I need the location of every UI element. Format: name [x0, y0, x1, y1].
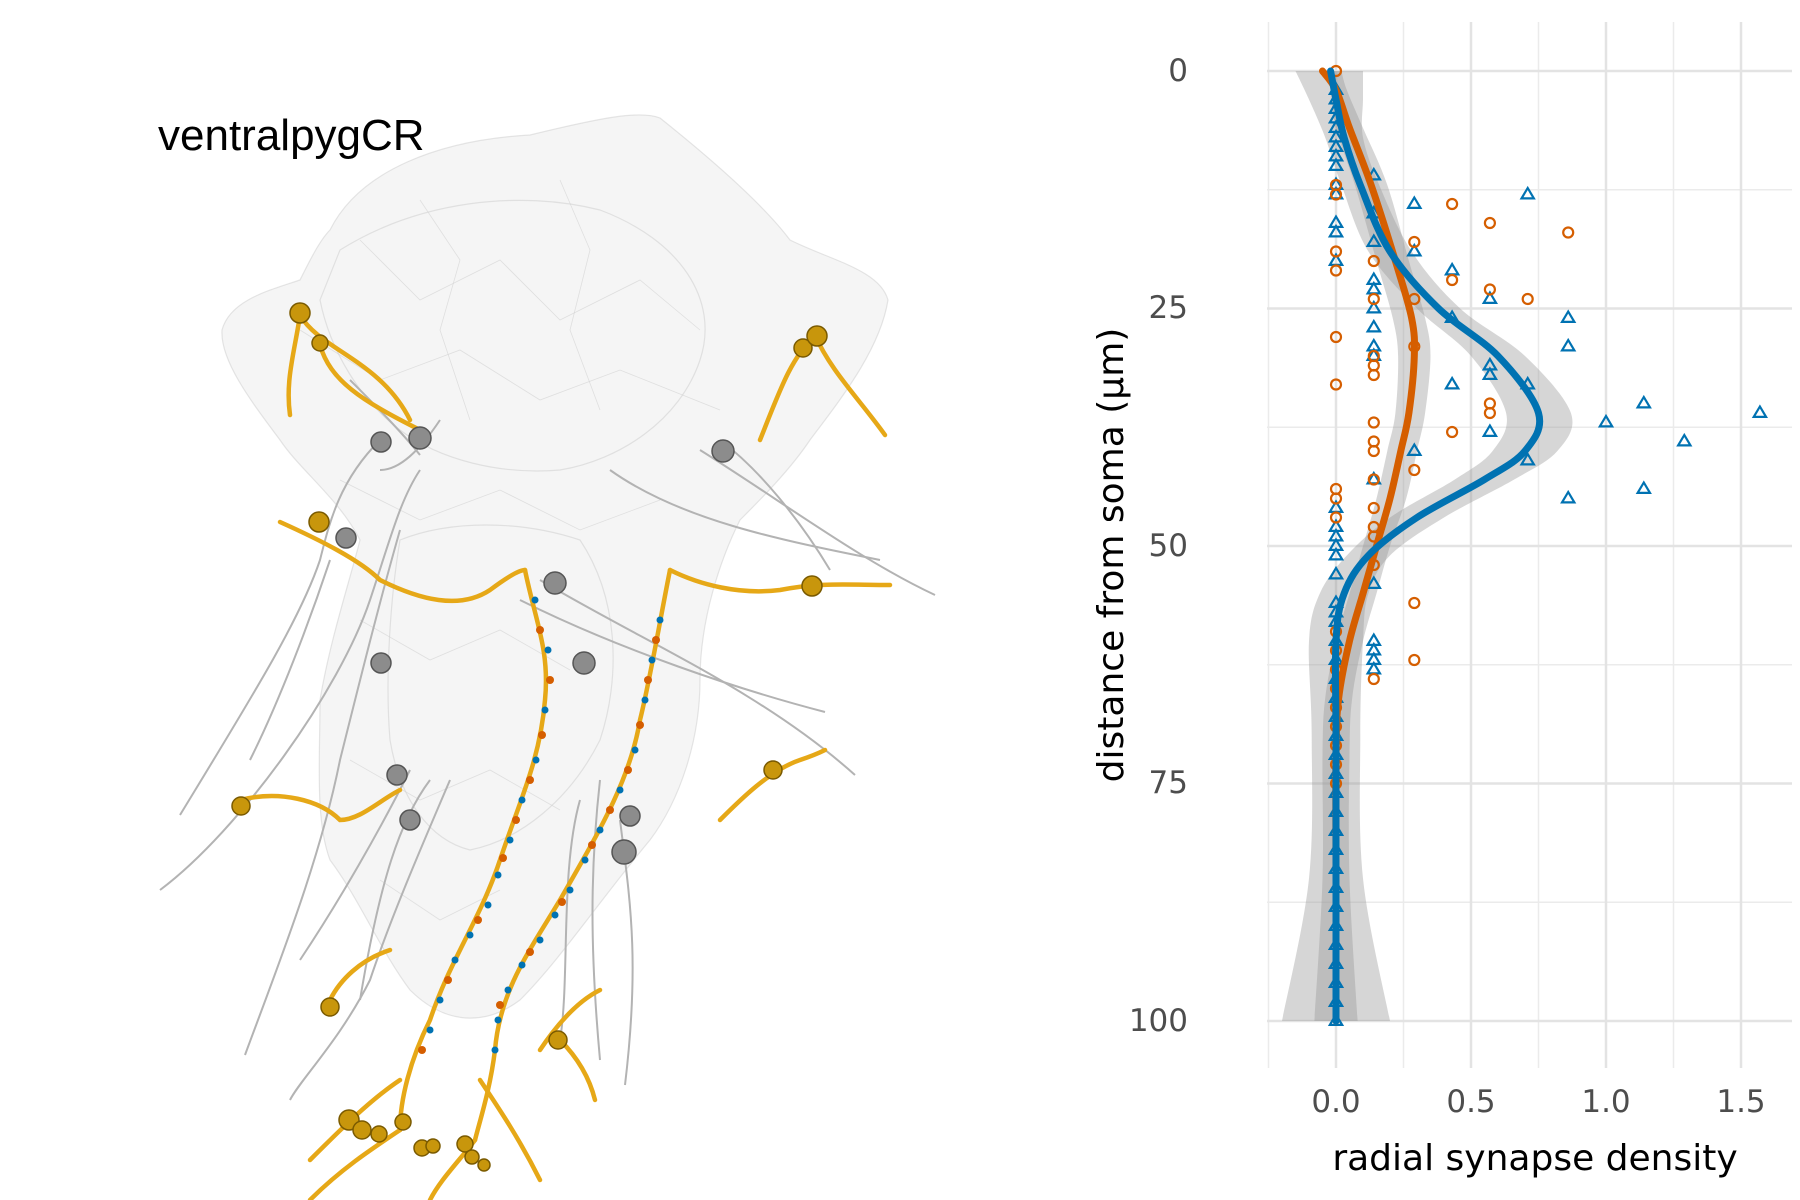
data-point-circle — [1329, 245, 1343, 258]
data-point-triangle — [1560, 489, 1577, 504]
data-point-triangle — [1635, 480, 1652, 494]
sibling-somata — [335, 426, 735, 865]
smooth-lines — [1319, 67, 1544, 1025]
data-point-circle — [1367, 416, 1380, 429]
panel-title: ventralpygCR — [158, 111, 425, 160]
y-tick-label: 75 — [1149, 765, 1188, 801]
data-point-circle — [1408, 463, 1421, 477]
data-point-circle — [1445, 273, 1459, 287]
y-tick-label: 50 — [1149, 528, 1188, 564]
data-point-triangle — [1327, 546, 1345, 561]
y-tick-label: 0 — [1168, 53, 1188, 89]
data-point-triangle — [1365, 575, 1382, 590]
data-point-circle — [1445, 197, 1459, 211]
neuron-render-panel: ventralpygCR — [158, 111, 936, 1200]
data-point-circle — [1329, 378, 1343, 391]
axon-synapses — [418, 596, 664, 1054]
data-point-triangle — [1327, 565, 1345, 580]
data-point-triangle — [1519, 185, 1536, 200]
x-tick-label: 0.0 — [1311, 1084, 1360, 1120]
data-point-circle — [1521, 292, 1534, 306]
ventralpygcr-somata — [231, 302, 828, 1172]
data-point-triangle — [1365, 470, 1382, 485]
data-point-triangle — [1327, 157, 1345, 171]
y-tick-label: 100 — [1129, 1003, 1188, 1039]
data-point-triangle — [1327, 223, 1345, 238]
confidence-bands — [1282, 71, 1573, 1021]
data-point-triangle — [1676, 432, 1693, 447]
x-tick-label: 1.5 — [1716, 1084, 1765, 1120]
data-point-triangle — [1327, 185, 1345, 200]
data-point-triangle — [1635, 394, 1652, 409]
data-point-circle — [1367, 368, 1380, 382]
data-point-triangle — [1597, 413, 1615, 428]
confidence-band — [1314, 71, 1431, 1021]
data-point-circle — [1329, 330, 1343, 344]
data-point-triangle — [1365, 299, 1382, 314]
y-tick-label: 25 — [1149, 290, 1188, 326]
data-point-triangle — [1406, 442, 1423, 456]
data-point-circle — [1367, 292, 1380, 306]
data-point-circle — [1329, 492, 1343, 505]
brain-mesh — [221, 114, 889, 1019]
density-chart: 0 25 50 75 100 0.0 0.5 1.0 1.5 radial sy… — [1091, 22, 1792, 1179]
y-axis-ticks: 0 25 50 75 100 — [1129, 53, 1188, 1039]
x-tick-label: 1.0 — [1581, 1084, 1630, 1120]
data-point-triangle — [1406, 242, 1423, 257]
data-point-triangle — [1365, 233, 1382, 247]
data-point-circle — [1408, 235, 1421, 249]
x-axis-title: radial synapse density — [1332, 1138, 1737, 1179]
data-point-circle — [1367, 501, 1380, 515]
data-point-triangle — [1560, 337, 1577, 352]
data-point-triangle — [1481, 366, 1499, 380]
data-point-triangle — [1443, 375, 1461, 390]
axon-arbors — [237, 312, 893, 1200]
data-point-triangle — [1481, 423, 1499, 437]
x-axis-ticks: 0.0 0.5 1.0 1.5 — [1311, 1084, 1765, 1120]
data-point-circle — [1367, 254, 1380, 268]
data-point-triangle — [1406, 195, 1423, 209]
data-point-circle — [1367, 473, 1380, 486]
data-point-triangle — [1560, 309, 1577, 323]
data-point-triangle — [1751, 404, 1769, 418]
data-point-triangle — [1519, 451, 1536, 466]
x-tick-label: 0.5 — [1446, 1084, 1495, 1120]
y-axis-title: distance from soma (µm) — [1091, 328, 1132, 783]
data-point-circle — [1367, 672, 1380, 686]
sibling-neuron-arbors — [159, 379, 936, 1101]
smooth-line — [1327, 67, 1544, 1025]
data-point-circle — [1329, 511, 1343, 524]
data-point-triangle — [1443, 261, 1461, 276]
data-point-triangle — [1481, 290, 1499, 304]
data-point-circle — [1562, 226, 1575, 239]
confidence-band — [1282, 71, 1573, 1021]
data-point-circle — [1483, 406, 1497, 420]
data-point-circle — [1367, 444, 1380, 458]
data-point-circle — [1483, 283, 1497, 296]
data-point-circle — [1408, 596, 1421, 610]
data-point-circle — [1408, 653, 1421, 667]
data-point-circle — [1329, 264, 1343, 277]
data-point-circle — [1445, 425, 1459, 439]
data-point-circle — [1483, 216, 1497, 230]
data-point-triangle — [1365, 318, 1382, 333]
data-point-circle — [1329, 188, 1343, 201]
